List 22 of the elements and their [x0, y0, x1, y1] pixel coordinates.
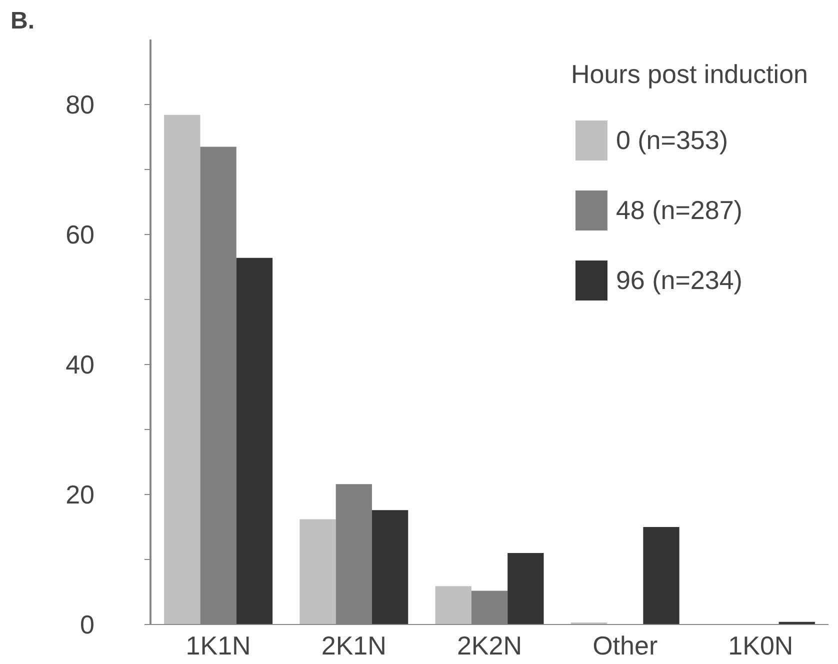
- x-tick-label: 1K0N: [728, 630, 794, 660]
- bar: [435, 586, 472, 624]
- bar: [236, 258, 273, 624]
- bar: [643, 527, 680, 624]
- bar: [508, 553, 544, 624]
- legend-label: 48 (n=287): [616, 194, 742, 226]
- y-tick-label: 40: [66, 350, 94, 380]
- y-tick-label: 80: [66, 90, 94, 120]
- y-tick-label: 20: [66, 480, 94, 510]
- bar: [372, 510, 408, 624]
- x-tick-label: Other: [592, 630, 658, 660]
- x-tick-label: 2K2N: [456, 630, 522, 660]
- x-tick-label: 1K1N: [186, 630, 251, 660]
- bar: [300, 519, 336, 624]
- x-tick-label: 2K1N: [321, 630, 386, 660]
- chart-title: B.: [10, 8, 34, 34]
- legend-label: 0 (n=353): [616, 124, 728, 156]
- y-tick-label: 0: [80, 610, 95, 640]
- y-tick-label: 60: [66, 220, 94, 250]
- legend-title: Hours post induction: [570, 59, 808, 90]
- bar: [164, 114, 200, 624]
- legend-label: 96 (n=234): [616, 264, 742, 296]
